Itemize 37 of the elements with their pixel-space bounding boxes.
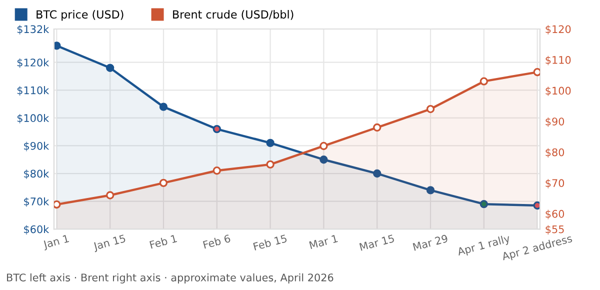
y-tick-label: $80k: [24, 170, 50, 180]
point: [426, 104, 435, 114]
point: [106, 191, 114, 200]
x-tick-label: Feb 15: [253, 234, 288, 251]
y2-tick-label: $55: [546, 225, 564, 235]
point: [320, 142, 328, 150]
point: [480, 77, 488, 86]
y2-tick-label: $120: [546, 25, 571, 34]
point: [373, 123, 382, 132]
point: [266, 160, 274, 169]
y2-tick-label: $80: [546, 148, 564, 158]
x-tick-label: Jan 1: [42, 234, 70, 250]
point: [54, 200, 61, 209]
point: [212, 166, 221, 175]
y2-tick-label: $60: [546, 210, 564, 220]
y-tick-label: $100k: [17, 114, 50, 124]
y-tick-label: $60k: [24, 225, 50, 235]
y2-tick-label: $90: [546, 117, 564, 127]
y-tick-label: $132k: [17, 25, 50, 34]
x-tick-label: Mar 1: [309, 234, 338, 250]
y-tick-label: $110k: [17, 86, 50, 96]
x-tick-label: Mar 15: [359, 234, 395, 251]
y-tick-label: $120k: [17, 58, 50, 68]
legend-label: BTC price (USD): [36, 10, 124, 21]
legend-label: Brent crude (USD/bbl): [173, 10, 294, 20]
x-tick-label: Feb 6: [202, 234, 231, 249]
x-tick-label: Jan 15: [92, 234, 126, 252]
y2-tick-label: $110: [546, 56, 571, 66]
x-tick-label: Feb 1: [149, 234, 178, 249]
point: [533, 68, 540, 76]
y2-tick-label: $70: [546, 178, 564, 188]
text: BTC left axis · Brent right axis · approximate values, April 2026: [7, 273, 334, 284]
y2-tick-label: $100: [546, 86, 571, 96]
x-tick-label: Mar 29: [412, 234, 448, 251]
point: [159, 178, 168, 188]
y-tick-label: $90k: [24, 142, 50, 152]
y-tick-label: $70k: [24, 197, 50, 207]
